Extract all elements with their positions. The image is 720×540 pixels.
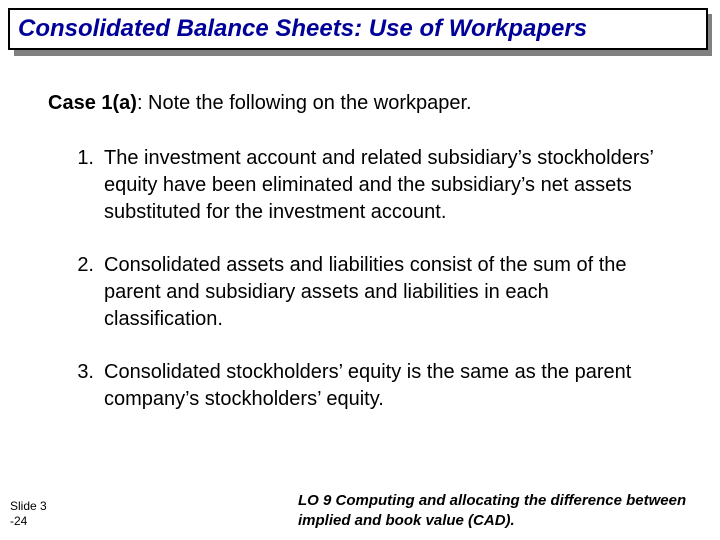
- list-number: 1.: [70, 145, 104, 226]
- learning-objective: LO 9 Computing and allocating the differ…: [298, 491, 698, 530]
- list-number: 2.: [70, 252, 104, 333]
- slide-number-line2: -24: [10, 514, 60, 528]
- case-text: : Note the following on the workpaper.: [137, 92, 472, 114]
- title-box: Consolidated Balance Sheets: Use of Work…: [8, 8, 708, 50]
- slide-number: Slide 3 -24: [10, 499, 60, 528]
- list-number: 3.: [70, 359, 104, 413]
- list-item: 3. Consolidated stockholders’ equity is …: [70, 359, 670, 413]
- slide-title: Consolidated Balance Sheets: Use of Work…: [18, 15, 587, 43]
- case-label: Case 1(a): [48, 92, 137, 114]
- list-item: 2. Consolidated assets and liabilities c…: [70, 252, 670, 333]
- slide-number-line1: Slide 3: [10, 499, 60, 513]
- numbered-list: 1. The investment account and related su…: [70, 145, 670, 439]
- list-text: Consolidated stockholders’ equity is the…: [104, 359, 670, 413]
- list-item: 1. The investment account and related su…: [70, 145, 670, 226]
- case-line: Case 1(a): Note the following on the wor…: [48, 92, 680, 115]
- title-bar: Consolidated Balance Sheets: Use of Work…: [8, 8, 708, 50]
- list-text: The investment account and related subsi…: [104, 145, 670, 226]
- list-text: Consolidated assets and liabilities cons…: [104, 252, 670, 333]
